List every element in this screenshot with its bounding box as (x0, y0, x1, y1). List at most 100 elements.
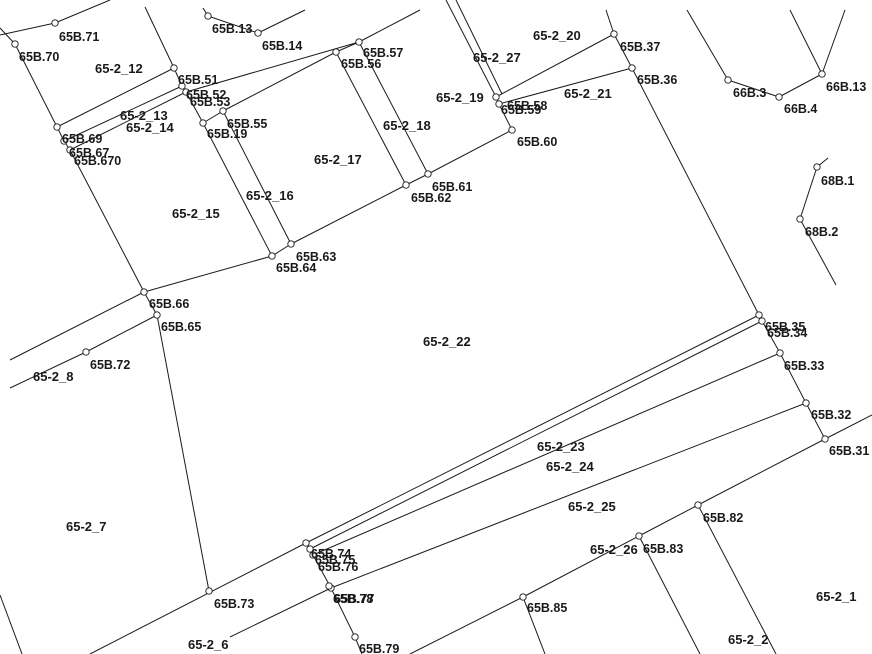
parcel-label: 65-2_12 (95, 61, 143, 76)
boundary-line (202, 122, 273, 257)
survey-point-marker (182, 88, 190, 96)
point-label: 65B.76 (318, 560, 358, 574)
survey-point-marker (628, 64, 636, 72)
boundary-line (229, 587, 332, 638)
parcel-label: 65-2_8 (33, 369, 73, 384)
parcel-label: 65-2_21 (564, 86, 612, 101)
point-label: 65B.58 (507, 99, 547, 113)
survey-point-marker (495, 100, 503, 108)
survey-point-marker (306, 545, 314, 553)
survey-points (11, 12, 829, 641)
point-label: 65B.72 (90, 358, 130, 372)
point-label: 65B.55 (227, 117, 267, 131)
point-label: 65B.19 (207, 127, 247, 141)
point-label: 65B.63 (296, 250, 336, 264)
point-label: 65B.37 (620, 40, 660, 54)
boundary-line (779, 352, 807, 404)
survey-point-marker (802, 399, 810, 407)
boundary-line (686, 9, 729, 81)
survey-point-marker (51, 19, 59, 27)
point-label: 65B.65 (161, 320, 201, 334)
parcel-label: 65-2_24 (546, 459, 594, 474)
boundary-line (202, 110, 224, 124)
survey-point-marker (821, 435, 829, 443)
point-label: 65B.56 (341, 57, 381, 71)
boundary-line (335, 41, 360, 53)
parcel-label: 65-2_25 (568, 499, 616, 514)
boundary-line (143, 291, 158, 316)
survey-point-marker (818, 70, 826, 78)
survey-point-marker (199, 119, 207, 127)
parcel-label: 65-2_17 (314, 152, 362, 167)
survey-point-marker (140, 288, 148, 296)
point-label: 65B.66 (149, 297, 189, 311)
survey-point-marker (776, 349, 784, 357)
point-label: 68B.2 (805, 225, 838, 239)
point-label: 65B.31 (829, 444, 869, 458)
boundary-line (257, 9, 306, 34)
boundary-line (54, 0, 111, 24)
point-label: 65B.52 (186, 88, 226, 102)
boundary-line (9, 291, 145, 361)
point-label: 65B.36 (637, 73, 677, 87)
survey-point-marker (82, 348, 90, 356)
parcel-label: 65-2_14 (126, 120, 174, 135)
boundary-line (522, 535, 640, 598)
point-label: 65B.35 (765, 320, 805, 334)
survey-point-marker (287, 240, 295, 248)
survey-point-marker (219, 107, 227, 115)
point-label: 65B.73 (214, 597, 254, 611)
boundary-line (761, 320, 781, 354)
parcel-label: 65-2_19 (436, 90, 484, 105)
survey-point-marker (205, 587, 213, 595)
survey-point-marker (519, 593, 527, 601)
boundary-line (56, 67, 175, 128)
boundary-line (222, 51, 337, 112)
point-label: 65B.69 (62, 132, 102, 146)
parcel-label: 65-2_27 (473, 50, 521, 65)
survey-point-marker (492, 93, 500, 101)
point-label: 65B.82 (703, 511, 743, 525)
boundary-line (445, 0, 497, 98)
point-label: 65B.60 (517, 135, 557, 149)
boundary-line (498, 103, 513, 131)
survey-point-marker (170, 64, 178, 72)
survey-point-marker (610, 30, 618, 38)
point-label: 65B.85 (527, 601, 567, 615)
survey-point-marker (758, 317, 766, 325)
point-label: 65B.77 (334, 592, 374, 606)
boundary-line (824, 414, 872, 440)
point-label: 65B.62 (411, 191, 451, 205)
point-label: 65B.51 (178, 73, 218, 87)
survey-point-marker (796, 215, 804, 223)
survey-point-marker (694, 501, 702, 509)
boundary-line (821, 9, 846, 75)
boundary-line (631, 67, 760, 316)
boundary-line (156, 314, 210, 592)
boundary-line (222, 110, 292, 245)
boundary-line (185, 91, 204, 124)
survey-point-marker (332, 48, 340, 56)
point-label: 65B.74 (311, 547, 351, 561)
boundary-line (799, 166, 818, 220)
boundary-line (207, 15, 259, 34)
boundary-line (312, 352, 781, 556)
survey-point-marker (813, 163, 821, 171)
point-label: 65B.61 (432, 180, 472, 194)
boundary-line (185, 41, 360, 93)
survey-point-marker (178, 82, 186, 90)
boundary-line (309, 320, 763, 550)
point-label: 65B.75 (315, 553, 355, 567)
point-label: 65B.33 (784, 359, 824, 373)
survey-point-marker (60, 137, 68, 145)
boundary-line (358, 9, 421, 43)
parcel-label: 65-2_2 (728, 632, 768, 647)
boundary-line (69, 91, 187, 151)
survey-point-marker (635, 532, 643, 540)
survey-point-marker (302, 539, 310, 547)
survey-point-marker (424, 170, 432, 178)
boundary-line (638, 504, 699, 537)
boundary-line (522, 596, 546, 654)
point-label: 65B.64 (276, 261, 316, 275)
